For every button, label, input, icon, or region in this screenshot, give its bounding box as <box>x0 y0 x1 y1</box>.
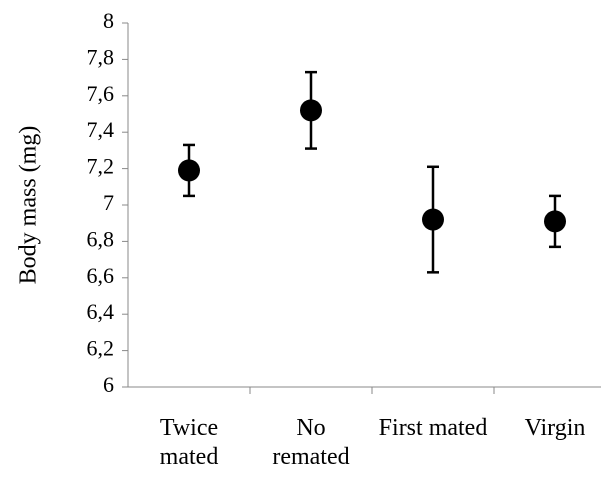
point <box>544 210 566 233</box>
point <box>300 99 322 122</box>
x-tick-label: First mated <box>378 415 488 441</box>
y-tick-label: 6 <box>103 372 114 397</box>
y-tick-label: 6,4 <box>87 299 115 324</box>
x-tick-label: Virgin <box>524 415 586 441</box>
x-tick-label: No remated <box>272 415 350 470</box>
y-tick-label: 7,6 <box>87 81 115 106</box>
y-tick-label: 6,6 <box>87 263 115 288</box>
y-tick-label: 7,8 <box>87 44 115 69</box>
y-tick-label: 6,8 <box>87 226 115 251</box>
point <box>178 159 200 182</box>
y-tick-label: 6,2 <box>87 336 115 361</box>
y-tick-label: 8 <box>103 8 114 33</box>
y-tick-label: 7,4 <box>87 117 115 142</box>
point <box>422 208 444 231</box>
x-tick-label: Twice mated <box>159 415 219 470</box>
y-tick-label: 7 <box>103 190 114 215</box>
y-axis-label: Body mass (mg) <box>16 126 42 285</box>
y-tick-label: 7,2 <box>87 154 115 179</box>
